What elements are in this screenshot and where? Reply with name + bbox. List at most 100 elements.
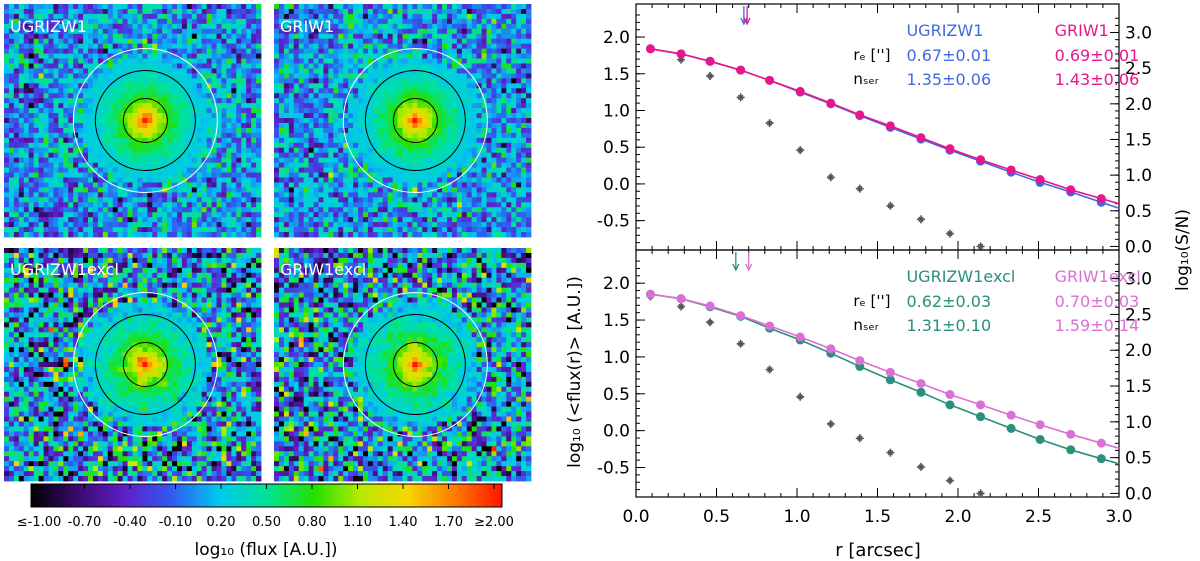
fit-line-griw1 [650, 48, 1120, 205]
re-row-label: rₑ [''] [853, 46, 890, 64]
fit-line-ugrizw1excl [650, 293, 1120, 465]
sn-star-point [945, 476, 954, 485]
re-value: 0.70±0.03 [1055, 292, 1140, 311]
plot-frame [635, 3, 1120, 251]
nser-row-label: nₛₑᵣ [853, 316, 878, 334]
data-point-griw1excl [765, 321, 775, 331]
data-point-griw1excl [795, 332, 805, 342]
re-value: 0.62±0.03 [906, 292, 991, 311]
legend-name: GRIW1 [1055, 21, 1109, 40]
sn-star-point [855, 434, 864, 443]
aperture-outer-circle [72, 292, 218, 437]
aperture-inner-circle [392, 342, 438, 387]
y2-axis-label: log₁₀(S/N) [1173, 209, 1193, 291]
sn-star-point [916, 462, 925, 471]
data-point-ugrizw1excl [1066, 445, 1076, 455]
sn-star-point [706, 318, 715, 327]
data-point-griw1excl [855, 356, 865, 366]
legend-name: UGRIZW1excl [906, 267, 1015, 286]
image-label-ugrizw1: UGRIZW1 [10, 17, 87, 36]
y-tick-label: 1.0 [603, 101, 630, 121]
y-tick-label: 0.0 [603, 422, 630, 442]
re-arrow-head [732, 263, 740, 272]
aperture-middle-circle [94, 70, 196, 171]
data-point-griw1excl [1096, 438, 1106, 448]
profile-plot-top: -0.5 0.0 0.5 1.0 1.5 2.0 0.0 0.5 1.0 1.5 2.0 2.5 3.0… [597, 3, 1152, 257]
aperture-outer-circle [342, 48, 488, 193]
sn-star-point [736, 93, 745, 102]
nser-value: 1.31±0.10 [906, 316, 991, 335]
sn-star-point [736, 339, 745, 348]
image-panel-griw1 [274, 4, 532, 238]
sn-star-point [916, 215, 925, 224]
re-value: 0.69±0.01 [1055, 46, 1140, 65]
data-point-griw1excl [645, 289, 655, 299]
y2-tick-label: 3.0 [1125, 270, 1152, 290]
aperture-inner-circle [122, 98, 168, 143]
x-tick-label: 0.5 [703, 507, 730, 527]
colorbar-tick-label: -0.40 [113, 515, 147, 530]
sn-star-point [886, 448, 895, 457]
data-point-griw1 [795, 86, 805, 96]
sn-star-point [765, 365, 774, 374]
data-point-griw1excl [885, 367, 895, 377]
data-point-griw1excl [736, 311, 746, 321]
sn-star-point [976, 489, 985, 498]
image-label-griw1: GRIW1 [280, 17, 334, 36]
nser-row-label: nₛₑᵣ [853, 70, 878, 88]
y-tick-label: 1.5 [603, 65, 630, 85]
x-tick-label: 0.0 [622, 507, 649, 527]
sn-star-point [677, 55, 686, 64]
aperture-inner-circle [122, 342, 168, 387]
re-value: 0.67±0.01 [906, 46, 991, 65]
y-axis-label: log₁₀ (<flux(r)> [A.U.]) [565, 276, 585, 468]
data-point-griw1excl [945, 390, 955, 400]
colorbar-tick-label: 0.20 [207, 515, 236, 530]
y2-tick-label: 3.0 [1125, 24, 1152, 44]
y2-tick-label: 1.0 [1125, 413, 1152, 433]
legend-name: UGRIZW1 [906, 21, 983, 40]
y-tick-label: 1.0 [603, 348, 630, 368]
x-tick-label: 3.0 [1105, 507, 1132, 527]
sn-star-point [886, 201, 895, 210]
y-tick-label: -0.5 [597, 459, 630, 479]
sn-star-point [826, 173, 835, 182]
fit-line-griw1excl [650, 293, 1120, 450]
data-point-griw1excl [976, 400, 986, 410]
data-point-griw1 [945, 144, 955, 154]
aperture-inner-circle [392, 98, 438, 143]
data-point-griw1 [976, 155, 986, 165]
nser-value: 1.35±0.06 [906, 70, 991, 89]
colorbar-tick-label: 0.80 [298, 515, 327, 530]
y2-tick-label: 2.5 [1125, 59, 1152, 79]
aperture-outer-circle [72, 48, 218, 193]
image-panel-griw1excl [274, 248, 532, 482]
re-arrow-head [745, 263, 753, 272]
colorbar-tick-label: 1.40 [389, 515, 418, 530]
profile-plots: -0.5 0.0 0.5 1.0 1.5 2.0 0.0 0.5 1.0 1.5 2.0 2.5 3.0… [565, 3, 1193, 561]
colorbar-tick-label: 0.50 [252, 515, 281, 530]
y2-tick-label: 1.5 [1125, 377, 1152, 397]
colorbar-tick-label: ≥2.00 [474, 515, 514, 530]
y-tick-label: 2.0 [603, 28, 630, 48]
data-point-griw1 [885, 121, 895, 131]
profile-plot-bottom: 0.0 0.5 1.0 1.5 2.0 2.5 3.0 -0.5 0.0 0.5 1.0 1.5 2.0… [597, 249, 1152, 527]
y2-tick-label: 0.0 [1125, 484, 1152, 504]
data-point-griw1excl [1035, 420, 1045, 430]
data-point-griw1 [1096, 194, 1106, 204]
data-point-ugrizw1excl [1006, 423, 1016, 433]
data-point-griw1excl [826, 344, 836, 354]
aperture-middle-circle [364, 70, 466, 171]
y-tick-label: 1.5 [603, 311, 630, 331]
x-tick-label: 1.0 [783, 507, 810, 527]
data-point-ugrizw1excl [1096, 454, 1106, 464]
nser-value: 1.59±0.14 [1055, 316, 1140, 335]
y2-tick-label: 0.5 [1125, 202, 1152, 222]
sn-star-point [765, 119, 774, 128]
aperture-outer-circle [342, 292, 488, 437]
re-arrow-head [743, 17, 751, 26]
data-point-griw1excl [705, 301, 715, 311]
y2-tick-label: 1.5 [1125, 130, 1152, 150]
data-point-griw1 [736, 65, 746, 75]
colorbar-tick-label: ≤-1.00 [17, 515, 62, 530]
